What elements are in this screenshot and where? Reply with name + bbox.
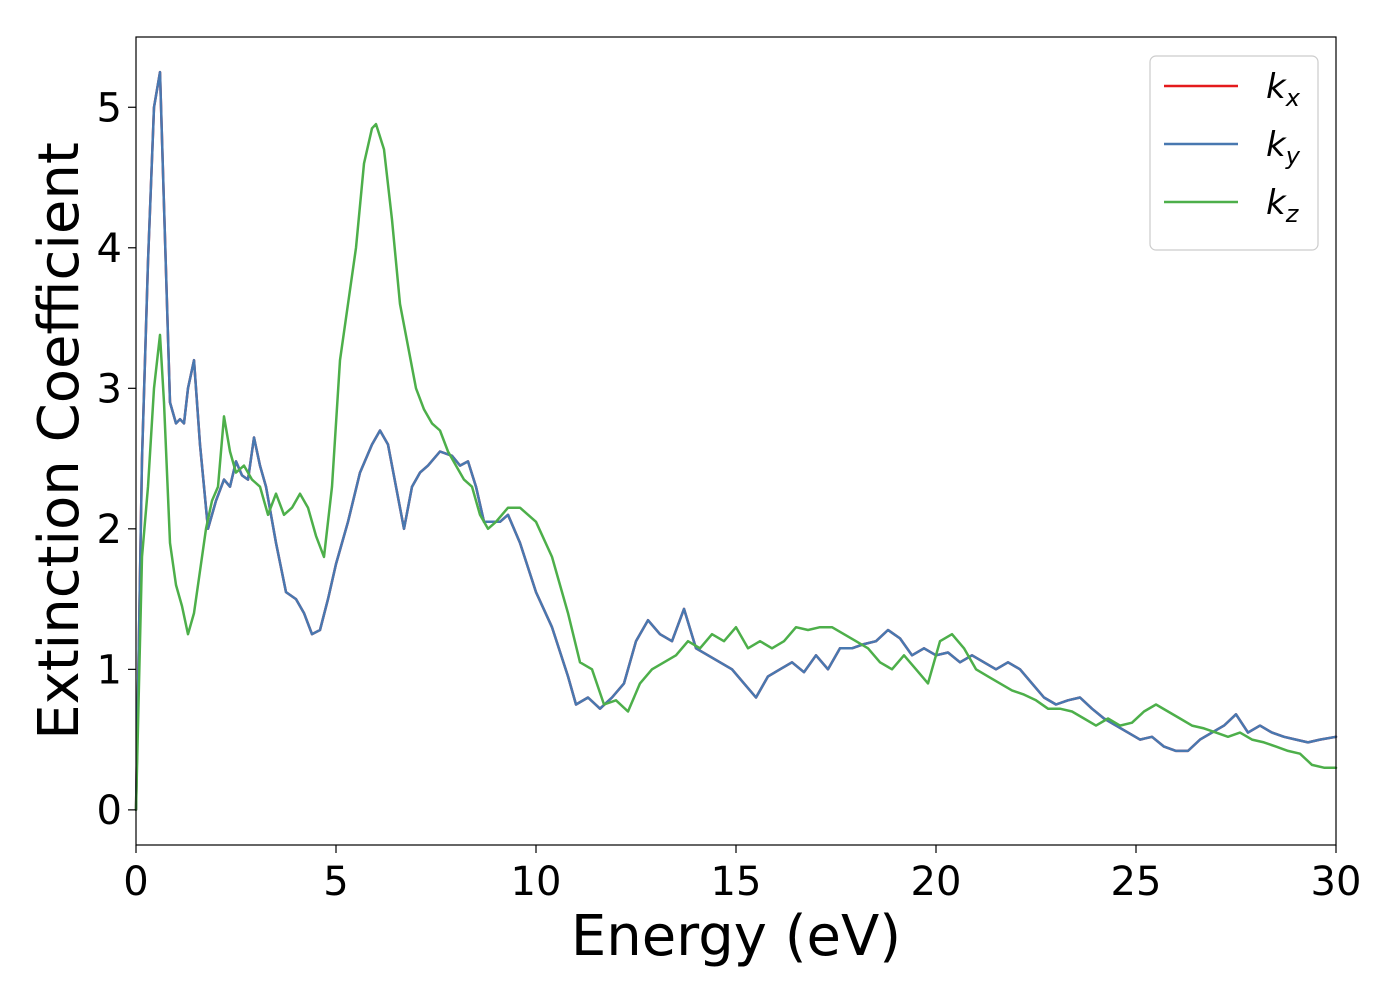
x-tick-label: 20 (911, 859, 962, 905)
series-line-kz (134, 122, 1338, 812)
legend-label-kx: kx (1266, 67, 1301, 112)
x-tick-label: 30 (1311, 859, 1362, 905)
series-layer (134, 70, 1338, 812)
x-tick-label: 5 (323, 859, 348, 905)
y-tick-label: 5 (97, 85, 122, 131)
x-tick-label: 15 (711, 859, 762, 905)
y-tick-label: 1 (97, 647, 122, 693)
y-tick-label: 3 (97, 366, 122, 412)
x-axis-ticks: 0 5 10 15 20 25 30 (123, 845, 1361, 905)
x-tick-label: 0 (123, 859, 148, 905)
y-axis-label: Extinction Coefficient (27, 142, 92, 740)
y-axis-ticks: 0 1 2 3 4 5 (97, 85, 136, 834)
y-tick-label: 2 (97, 507, 122, 553)
legend-label-kz: kz (1266, 183, 1300, 228)
y-tick-label: 4 (97, 226, 122, 272)
y-tick-label: 0 (97, 788, 122, 834)
series-line-ky (134, 70, 1338, 812)
legend: kx ky kz (1149, 55, 1319, 251)
x-tick-label: 25 (1111, 859, 1162, 905)
legend-label-ky: ky (1266, 125, 1301, 170)
x-axis-label: Energy (eV) (571, 904, 901, 969)
x-tick-label: 10 (511, 859, 562, 905)
